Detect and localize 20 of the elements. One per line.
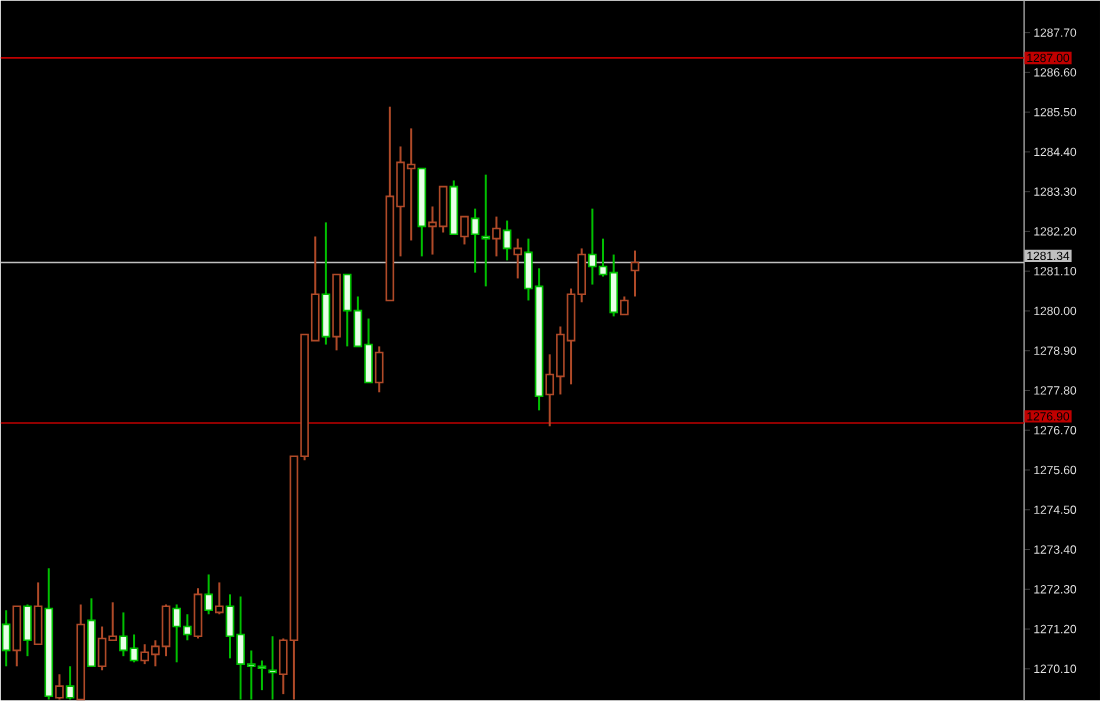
candlestick bbox=[65, 665, 75, 702]
candlestick bbox=[630, 250, 640, 298]
candlestick bbox=[481, 174, 491, 288]
candlestick bbox=[87, 597, 96, 668]
candlestick bbox=[502, 220, 512, 262]
candlestick bbox=[492, 216, 501, 258]
candlestick bbox=[321, 221, 331, 347]
candlestick bbox=[513, 238, 523, 280]
candlestick bbox=[215, 581, 224, 616]
candlestick bbox=[23, 603, 32, 658]
candlestick bbox=[268, 635, 277, 702]
candlestick bbox=[33, 581, 43, 646]
candlestick bbox=[204, 573, 213, 616]
candlestick bbox=[449, 179, 459, 236]
candlestick bbox=[470, 208, 480, 275]
candlestick bbox=[1, 609, 11, 668]
candlestick bbox=[193, 587, 203, 640]
candlestick bbox=[460, 216, 469, 246]
candlestick bbox=[374, 345, 384, 394]
candlestick bbox=[12, 605, 22, 668]
